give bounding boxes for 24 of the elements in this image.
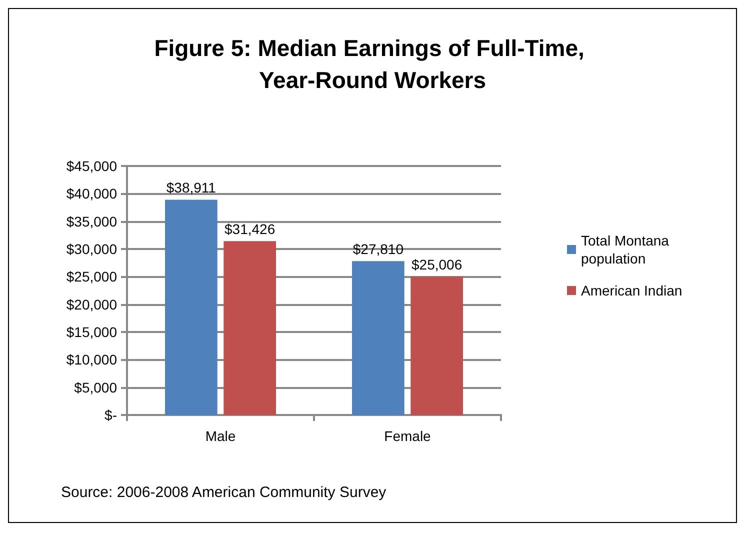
legend-label: American Indian bbox=[581, 282, 682, 298]
x-tick-label: Female bbox=[384, 428, 432, 444]
bar bbox=[224, 241, 276, 415]
legend-label: Total Montana population bbox=[581, 232, 673, 266]
y-tick-label: $20,000 bbox=[66, 296, 118, 312]
chart-title: Figure 5: Median Earnings of Full-Time, Year-Round Workers bbox=[154, 35, 591, 93]
y-tick-label: $35,000 bbox=[66, 213, 118, 230]
y-tick-label: $30,000 bbox=[66, 241, 118, 257]
data-label: $25,006 bbox=[412, 256, 462, 273]
y-tick-label: $45,000 bbox=[66, 158, 118, 174]
x-tick-label: Male bbox=[205, 428, 236, 444]
bar bbox=[352, 261, 404, 415]
y-tick-label: $25,000 bbox=[66, 268, 118, 285]
y-tick-label: $40,000 bbox=[66, 186, 118, 202]
data-label: $38,911 bbox=[166, 180, 216, 196]
data-label: $31,426 bbox=[224, 221, 276, 238]
bar bbox=[410, 276, 463, 415]
y-tick-label: $5,000 bbox=[74, 379, 118, 396]
data-label: $27,810 bbox=[352, 241, 404, 258]
bar bbox=[165, 200, 218, 415]
source-note: Source: 2006-2008 American Community Survey bbox=[61, 484, 387, 501]
y-tick-label: $- bbox=[104, 407, 118, 423]
y-tick-label: $10,000 bbox=[66, 352, 118, 368]
y-tick-label: $15,000 bbox=[66, 324, 118, 340]
